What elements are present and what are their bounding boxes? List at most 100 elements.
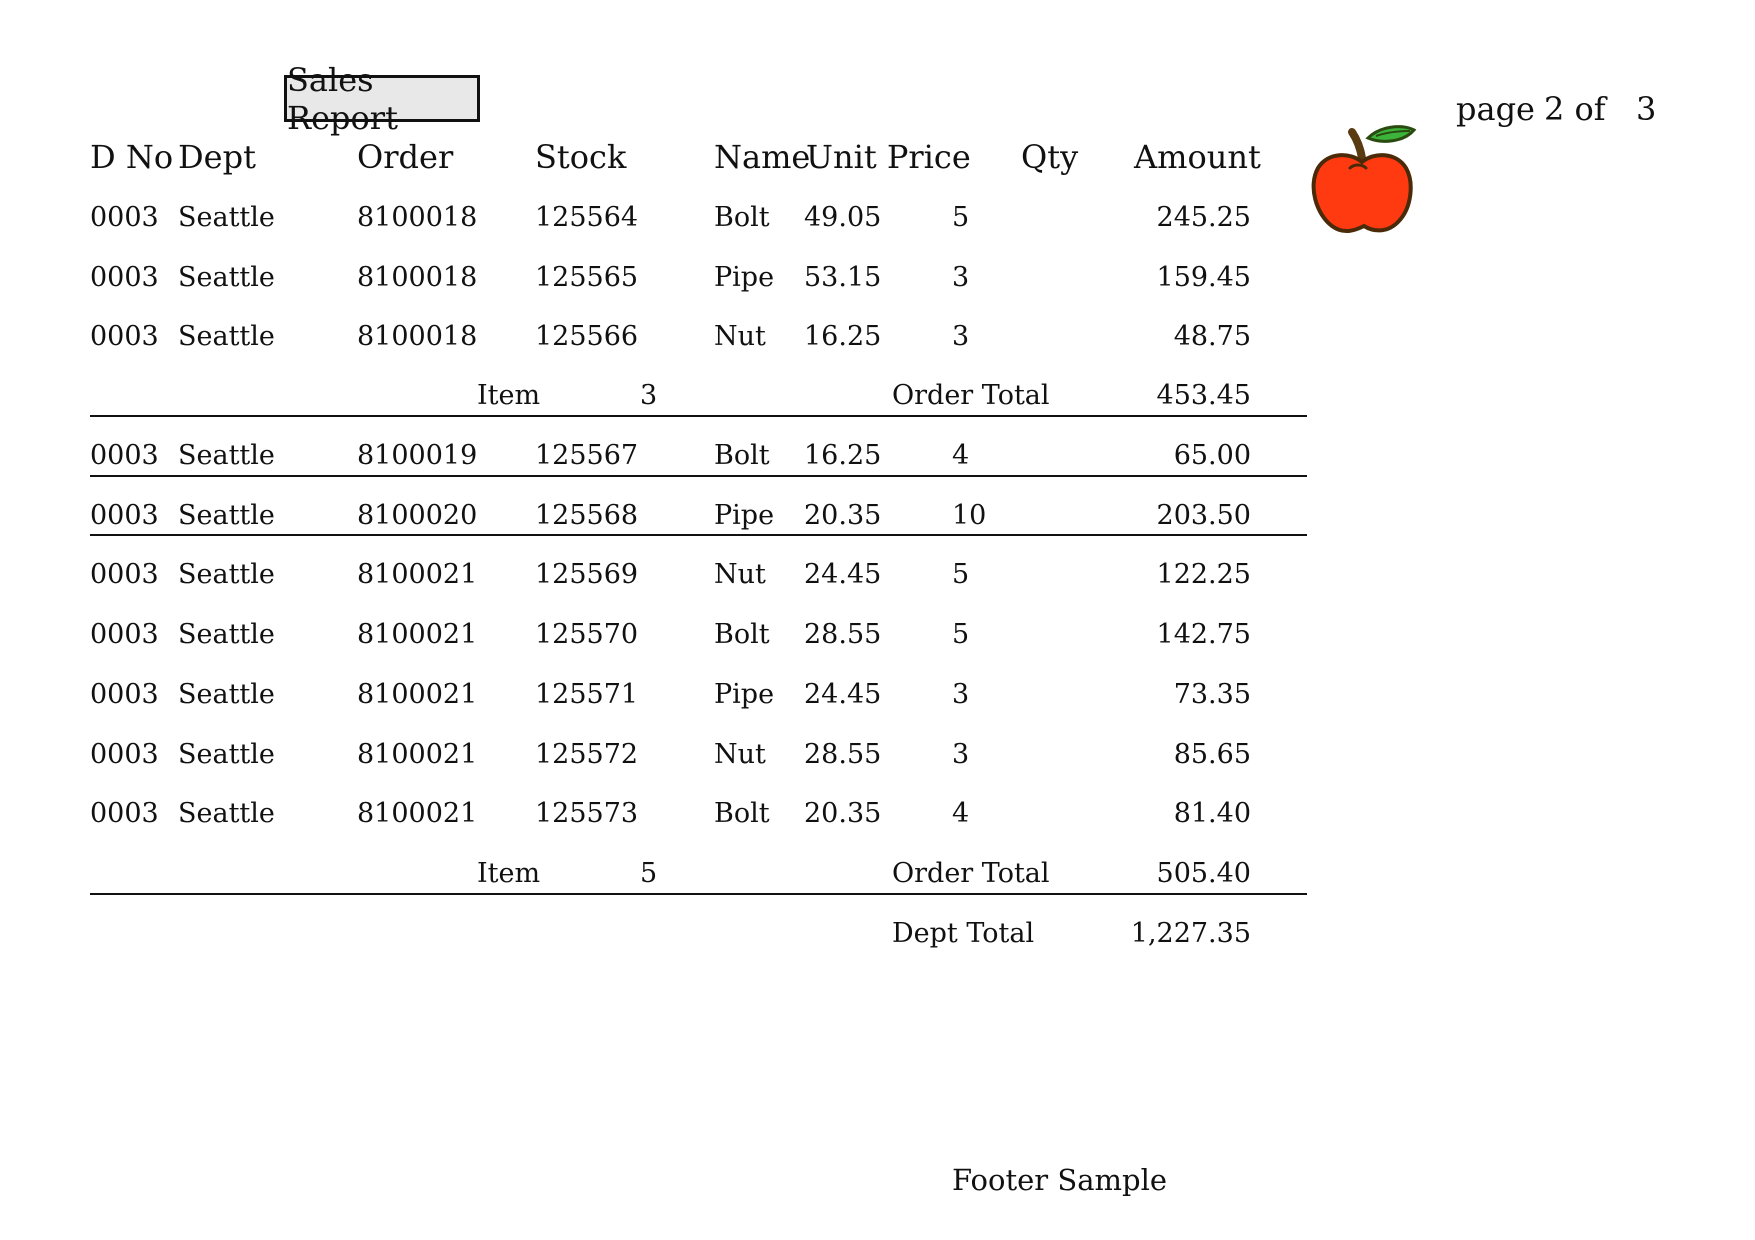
cell-stock: 125567 xyxy=(535,440,639,471)
cell-qty: 4 xyxy=(952,798,970,829)
cell-dno: 0003 xyxy=(90,440,159,471)
cell-dno: 0003 xyxy=(90,679,159,710)
cell-amount: 159.45 xyxy=(1156,262,1251,293)
cell-amount: 48.75 xyxy=(1173,321,1251,352)
cell-qty: 5 xyxy=(952,559,970,590)
dept-total-value: 1,227.35 xyxy=(1130,918,1251,949)
cell-dept: Seattle xyxy=(178,619,275,650)
cell-name: Pipe xyxy=(714,679,775,710)
cell-unit-price: 16.25 xyxy=(804,440,882,471)
cell-dept: Seattle xyxy=(178,739,275,770)
col-header-qty: Qty xyxy=(1021,138,1079,176)
cell-dno: 0003 xyxy=(90,500,159,531)
cell-unit-price: 24.45 xyxy=(804,679,882,710)
cell-qty: 10 xyxy=(952,500,987,531)
cell-dept: Seattle xyxy=(178,440,275,471)
cell-qty: 4 xyxy=(952,440,970,471)
col-header-amount: Amount xyxy=(1134,138,1261,176)
row-divider xyxy=(90,893,1307,895)
cell-stock: 125570 xyxy=(535,619,639,650)
cell-name: Bolt xyxy=(714,798,770,829)
page-label: page xyxy=(1456,90,1535,128)
cell-dno: 0003 xyxy=(90,321,159,352)
cell-order: 8100019 xyxy=(357,440,478,471)
col-header-stock: Stock xyxy=(535,138,627,176)
row-divider xyxy=(90,475,1307,477)
cell-qty: 3 xyxy=(952,321,970,352)
cell-amount: 245.25 xyxy=(1156,202,1251,233)
cell-dept: Seattle xyxy=(178,679,275,710)
cell-dno: 0003 xyxy=(90,202,159,233)
subtotal-item-count: 3 xyxy=(640,380,658,411)
cell-order: 8100018 xyxy=(357,262,478,293)
cell-dno: 0003 xyxy=(90,619,159,650)
cell-order: 8100018 xyxy=(357,321,478,352)
cell-amount: 142.75 xyxy=(1156,619,1251,650)
cell-order: 8100021 xyxy=(357,679,478,710)
cell-stock: 125573 xyxy=(535,798,639,829)
cell-unit-price: 16.25 xyxy=(804,321,882,352)
cell-qty: 3 xyxy=(952,262,970,293)
cell-dept: Seattle xyxy=(178,262,275,293)
cell-amount: 81.40 xyxy=(1173,798,1251,829)
cell-stock: 125564 xyxy=(535,202,639,233)
cell-stock: 125566 xyxy=(535,321,639,352)
cell-amount: 122.25 xyxy=(1156,559,1251,590)
cell-name: Nut xyxy=(714,559,766,590)
apple-icon xyxy=(1311,125,1417,234)
cell-dno: 0003 xyxy=(90,798,159,829)
cell-dept: Seattle xyxy=(178,559,275,590)
cell-unit-price: 49.05 xyxy=(804,202,882,233)
cell-unit-price: 20.35 xyxy=(804,798,882,829)
col-header-name: Name xyxy=(714,138,811,176)
cell-dno: 0003 xyxy=(90,739,159,770)
cell-dept: Seattle xyxy=(178,321,275,352)
cell-order: 8100021 xyxy=(357,739,478,770)
cell-unit-price: 28.55 xyxy=(804,619,882,650)
subtotal-item-count: 5 xyxy=(640,858,658,889)
subtotal-item-label: Item xyxy=(477,858,541,889)
cell-dno: 0003 xyxy=(90,262,159,293)
cell-unit-price: 28.55 xyxy=(804,739,882,770)
cell-name: Bolt xyxy=(714,619,770,650)
row-divider xyxy=(90,534,1307,536)
row-divider xyxy=(90,415,1307,417)
cell-stock: 125569 xyxy=(535,559,639,590)
cell-qty: 5 xyxy=(952,619,970,650)
cell-unit-price: 20.35 xyxy=(804,500,882,531)
cell-qty: 3 xyxy=(952,739,970,770)
col-header-unit-price: Unit Price xyxy=(806,138,971,176)
subtotal-item-label: Item xyxy=(477,380,541,411)
cell-name: Pipe xyxy=(714,262,775,293)
cell-stock: 125565 xyxy=(535,262,639,293)
cell-dept: Seattle xyxy=(178,798,275,829)
cell-name: Nut xyxy=(714,739,766,770)
cell-dno: 0003 xyxy=(90,559,159,590)
cell-stock: 125571 xyxy=(535,679,639,710)
col-header-dno: D No xyxy=(90,138,174,176)
cell-dept: Seattle xyxy=(178,500,275,531)
cell-order: 8100021 xyxy=(357,619,478,650)
cell-amount: 203.50 xyxy=(1156,500,1251,531)
cell-order: 8100021 xyxy=(357,798,478,829)
cell-name: Pipe xyxy=(714,500,775,531)
cell-qty: 3 xyxy=(952,679,970,710)
page-total: 3 xyxy=(1636,90,1657,128)
cell-name: Bolt xyxy=(714,440,770,471)
col-header-order: Order xyxy=(357,138,454,176)
cell-dept: Seattle xyxy=(178,202,275,233)
cell-unit-price: 53.15 xyxy=(804,262,882,293)
cell-stock: 125572 xyxy=(535,739,639,770)
page-current: 2 of xyxy=(1544,90,1606,128)
report-title: Sales Report xyxy=(284,61,480,137)
cell-amount: 65.00 xyxy=(1173,440,1251,471)
order-total-label: Order Total xyxy=(892,380,1050,411)
cell-amount: 73.35 xyxy=(1173,679,1251,710)
dept-total-label: Dept Total xyxy=(892,918,1035,949)
cell-qty: 5 xyxy=(952,202,970,233)
cell-stock: 125568 xyxy=(535,500,639,531)
order-total-value: 505.40 xyxy=(1156,858,1251,889)
cell-name: Nut xyxy=(714,321,766,352)
cell-unit-price: 24.45 xyxy=(804,559,882,590)
cell-order: 8100021 xyxy=(357,559,478,590)
